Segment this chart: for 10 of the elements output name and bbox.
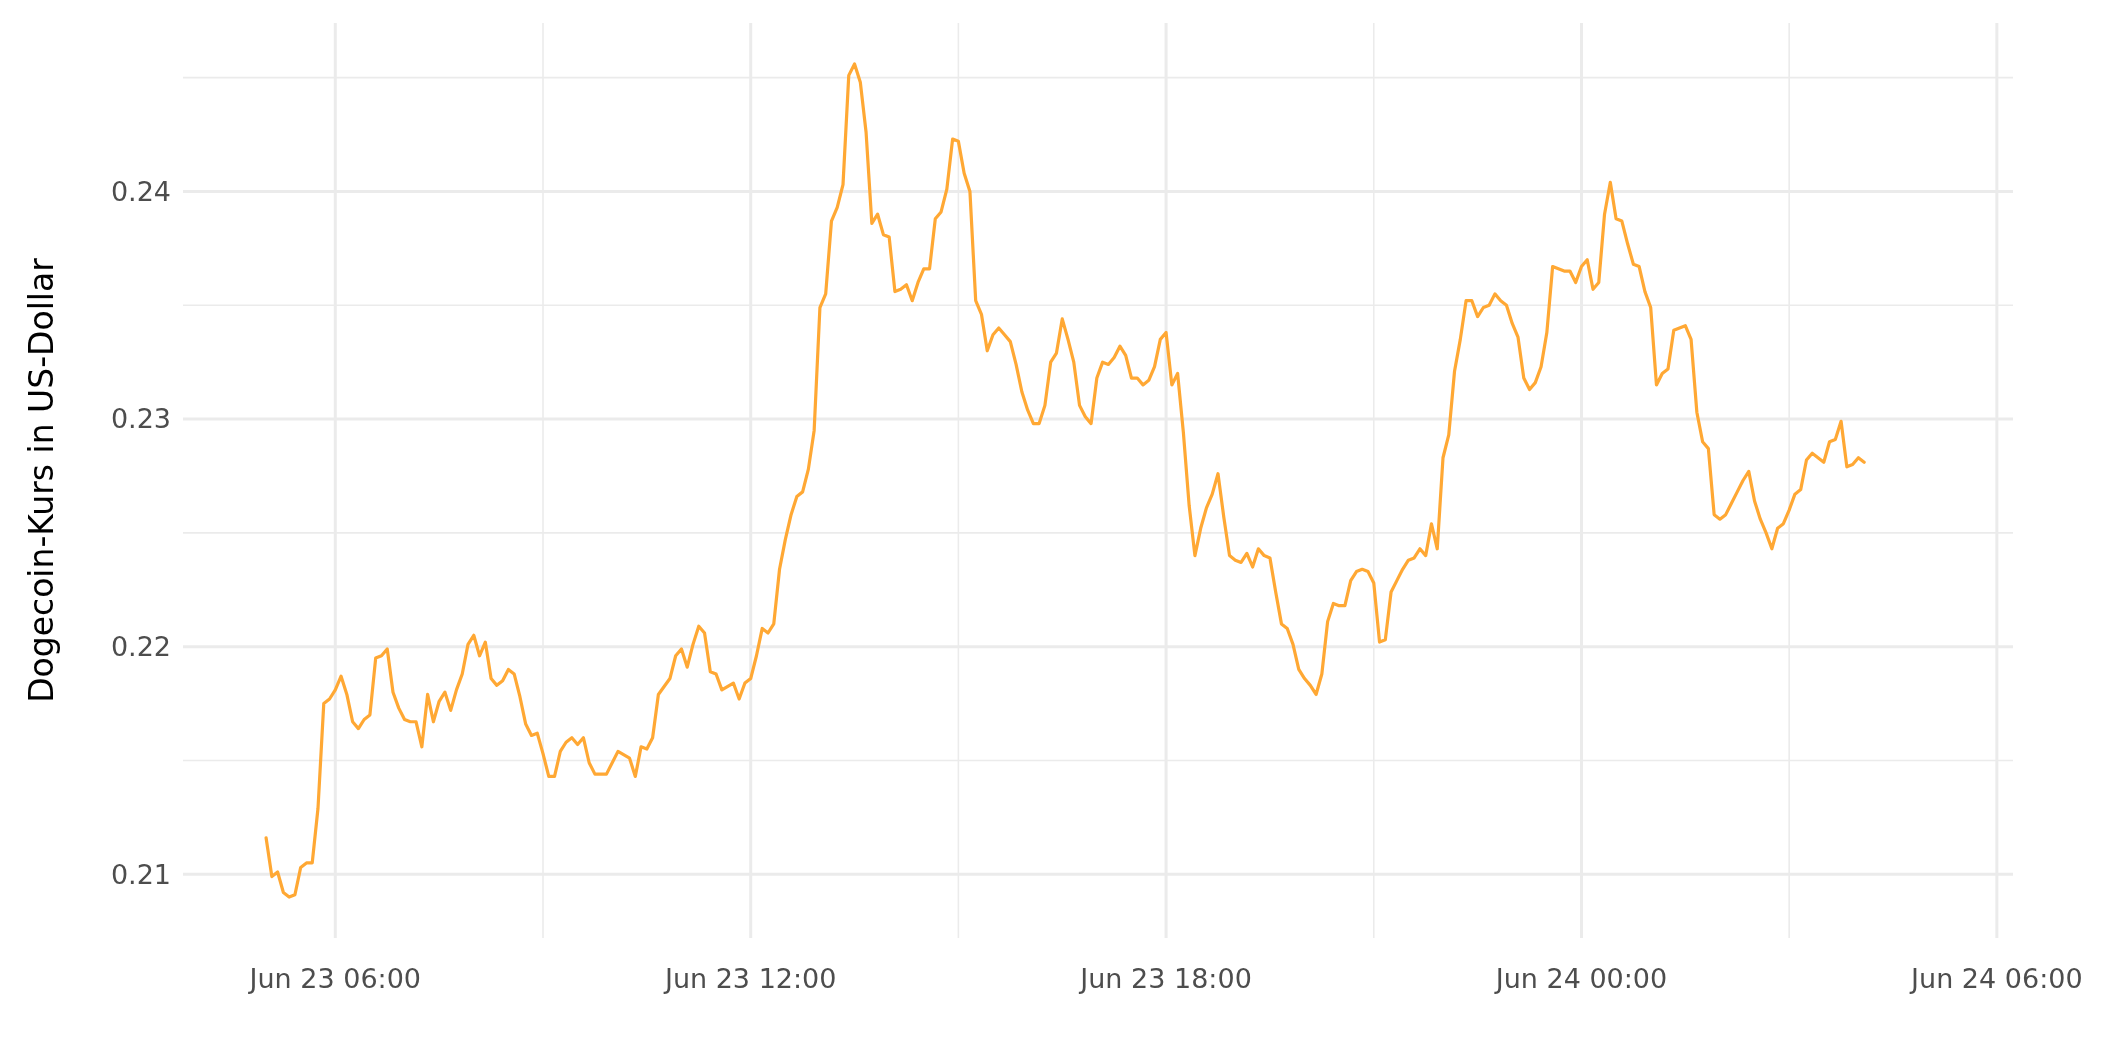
y-tick-label: 0.22 — [110, 631, 171, 663]
x-tick-label: Jun 23 12:00 — [662, 963, 837, 994]
x-tick-label: Jun 24 06:00 — [1909, 963, 2083, 994]
y-axis-title: Dogecoin-Kurs in US-Dollar — [22, 257, 61, 703]
x-tick-label: Jun 23 18:00 — [1078, 963, 1252, 994]
x-tick-label: Jun 24 00:00 — [1493, 963, 1668, 994]
x-tick-label: Jun 23 06:00 — [247, 963, 422, 994]
y-tick-label: 0.23 — [110, 403, 171, 435]
y-tick-label: 0.24 — [110, 175, 171, 207]
y-tick-label: 0.21 — [110, 858, 171, 890]
